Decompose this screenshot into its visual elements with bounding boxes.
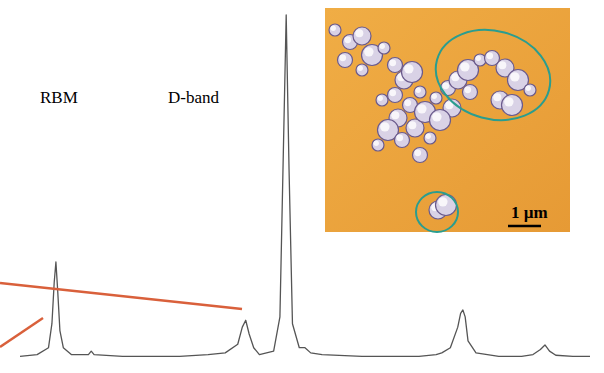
inset-particle — [413, 148, 428, 163]
scale-bar — [508, 225, 541, 228]
inset-highlight — [526, 86, 531, 91]
inset-highlight — [378, 96, 383, 101]
inset-particle — [402, 62, 423, 83]
inset-highlight — [364, 47, 373, 56]
inset-highlight — [432, 112, 441, 121]
inset-particle — [356, 64, 368, 76]
inset-highlight — [391, 111, 399, 119]
inset-highlight — [331, 26, 336, 31]
inset-highlight — [389, 59, 396, 66]
inset-highlight — [344, 36, 351, 43]
inset-highlight — [380, 122, 389, 131]
inset-highlight — [339, 54, 346, 61]
chart: RBM D-band 1 µm — [0, 0, 604, 373]
annotation: 1 µm — [511, 203, 548, 222]
inset-highlight — [464, 86, 471, 93]
inset-highlight — [432, 94, 437, 99]
inset-particle — [430, 92, 442, 104]
inset-particle — [329, 24, 341, 36]
inset-particle — [378, 42, 390, 54]
inset-highlight — [510, 72, 519, 81]
inset-highlight — [408, 121, 416, 129]
inset-particle — [376, 94, 388, 106]
inset-particle — [372, 139, 384, 151]
callout-line — [0, 318, 43, 347]
inset-particle — [463, 85, 478, 100]
plot-area — [20, 15, 590, 356]
inset-particle — [388, 58, 403, 73]
inset-highlight — [486, 52, 493, 59]
inset-highlight — [380, 44, 385, 49]
inset-particle — [430, 110, 451, 131]
inset-particle — [502, 95, 523, 116]
annotation: D-band — [168, 88, 219, 107]
inset-highlight — [416, 88, 421, 93]
inset-highlight — [476, 56, 481, 61]
spectrum-line — [20, 15, 590, 356]
inset-particle — [395, 133, 410, 148]
inset-highlight — [426, 134, 431, 139]
inset-highlight — [438, 197, 447, 206]
callout-line — [0, 283, 242, 309]
inset-highlight — [358, 66, 363, 71]
chart-root: RBM D-band 1 µm — [0, 0, 604, 373]
inset-highlight — [414, 149, 421, 156]
inset-image — [325, 8, 570, 232]
inset-highlight — [504, 97, 513, 106]
inset-particle — [436, 195, 457, 216]
inset-highlight — [442, 82, 449, 89]
inset-particle — [338, 53, 353, 68]
annotation: RBM — [40, 88, 78, 107]
inset-highlight — [396, 134, 403, 141]
inset-highlight — [417, 104, 426, 113]
inset-highlight — [404, 99, 411, 106]
inset-highlight — [493, 93, 501, 101]
inset-highlight — [498, 61, 506, 69]
inset-highlight — [404, 64, 413, 73]
inset-particle — [414, 86, 426, 98]
inset-highlight — [374, 141, 379, 146]
inset-highlight — [389, 89, 396, 96]
inset-circle — [426, 17, 561, 132]
inset-background — [325, 8, 570, 232]
inset-circle — [416, 192, 458, 232]
inset-particle — [424, 132, 436, 144]
inset-particle — [353, 27, 371, 45]
inset-particle — [388, 88, 403, 103]
inset-highlight — [355, 29, 363, 37]
inset-particle — [524, 84, 536, 96]
inset-highlight — [460, 62, 469, 71]
